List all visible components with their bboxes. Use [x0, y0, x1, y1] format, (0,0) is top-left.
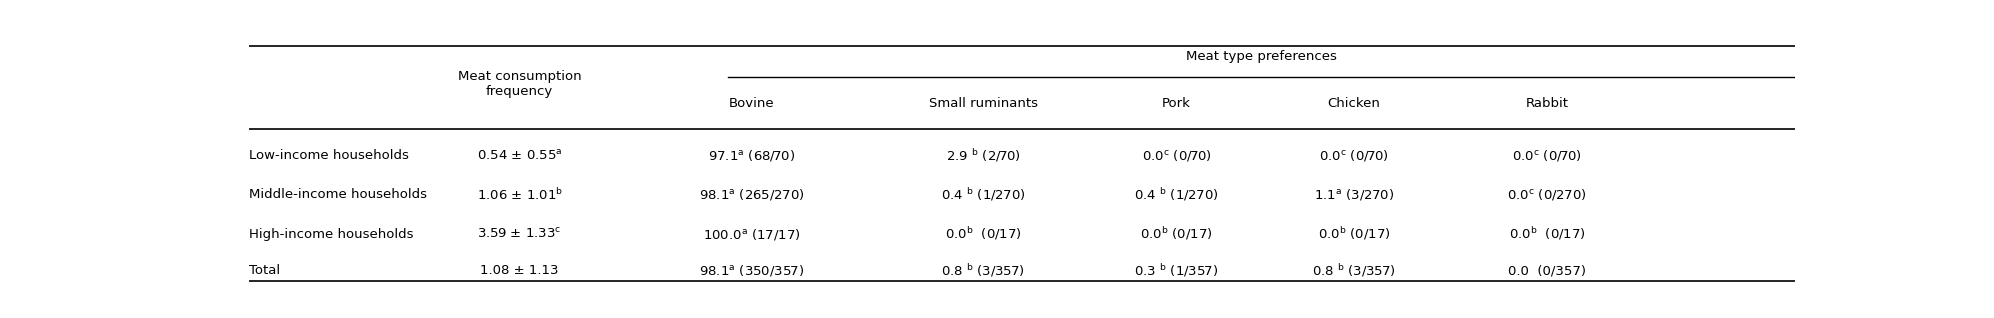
Text: 0.4 $^{\mathrm{b}}$ (1/270): 0.4 $^{\mathrm{b}}$ (1/270): [1135, 186, 1218, 203]
Text: 0.0$^{\mathrm{c}}$ (0/70): 0.0$^{\mathrm{c}}$ (0/70): [1141, 148, 1212, 163]
Text: 0.0$^{\mathrm{b}}$  (0/17): 0.0$^{\mathrm{b}}$ (0/17): [1509, 225, 1585, 243]
Text: 98.1$^{\mathrm{a}}$ (350/357): 98.1$^{\mathrm{a}}$ (350/357): [700, 263, 804, 278]
Text: Middle-income households: Middle-income households: [249, 188, 427, 201]
Text: 100.0$^{\mathrm{a}}$ (17/17): 100.0$^{\mathrm{a}}$ (17/17): [702, 226, 800, 242]
Text: 1.08 ± 1.13: 1.08 ± 1.13: [481, 264, 558, 277]
Text: 98.1$^{\mathrm{a}}$ (265/270): 98.1$^{\mathrm{a}}$ (265/270): [698, 187, 804, 202]
Text: Bovine: Bovine: [728, 97, 774, 110]
Text: 0.0$^{\mathrm{c}}$ (0/70): 0.0$^{\mathrm{c}}$ (0/70): [1320, 148, 1390, 163]
Text: Low-income households: Low-income households: [249, 149, 409, 162]
Text: 0.0  (0/357): 0.0 (0/357): [1507, 264, 1587, 277]
Text: 0.54 ± 0.55$^{\mathrm{a}}$: 0.54 ± 0.55$^{\mathrm{a}}$: [477, 149, 562, 163]
Text: 0.8 $^{\mathrm{b}}$ (3/357): 0.8 $^{\mathrm{b}}$ (3/357): [941, 262, 1025, 279]
Text: 0.0$^{\mathrm{b}}$ (0/17): 0.0$^{\mathrm{b}}$ (0/17): [1141, 225, 1212, 243]
Text: 0.0$^{\mathrm{b}}$ (0/17): 0.0$^{\mathrm{b}}$ (0/17): [1318, 225, 1390, 243]
Text: Rabbit: Rabbit: [1525, 97, 1569, 110]
Text: Total: Total: [249, 264, 281, 277]
Text: 97.1$^{\mathrm{a}}$ (68/70): 97.1$^{\mathrm{a}}$ (68/70): [708, 148, 796, 163]
Text: 0.8 $^{\mathrm{b}}$ (3/357): 0.8 $^{\mathrm{b}}$ (3/357): [1312, 262, 1396, 279]
Text: 2.9 $^{\mathrm{b}}$ (2/70): 2.9 $^{\mathrm{b}}$ (2/70): [945, 147, 1021, 164]
Text: 0.0$^{\mathrm{b}}$  (0/17): 0.0$^{\mathrm{b}}$ (0/17): [945, 225, 1021, 243]
Text: Pork: Pork: [1163, 97, 1190, 110]
Text: Meat consumption
frequency: Meat consumption frequency: [459, 70, 582, 98]
Text: 3.59 ± 1.33$^{\mathrm{c}}$: 3.59 ± 1.33$^{\mathrm{c}}$: [477, 227, 562, 241]
Text: Small ruminants: Small ruminants: [929, 97, 1037, 110]
Text: High-income households: High-income households: [249, 228, 413, 240]
Text: Meat type preferences: Meat type preferences: [1186, 50, 1336, 63]
Text: 0.4 $^{\mathrm{b}}$ (1/270): 0.4 $^{\mathrm{b}}$ (1/270): [941, 186, 1025, 203]
Text: 0.0$^{\mathrm{c}}$ (0/70): 0.0$^{\mathrm{c}}$ (0/70): [1511, 148, 1583, 163]
Text: 1.06 ± 1.01$^{\mathrm{b}}$: 1.06 ± 1.01$^{\mathrm{b}}$: [477, 187, 562, 203]
Text: 0.3 $^{\mathrm{b}}$ (1/357): 0.3 $^{\mathrm{b}}$ (1/357): [1135, 262, 1218, 279]
Text: 0.0$^{\mathrm{c}}$ (0/270): 0.0$^{\mathrm{c}}$ (0/270): [1507, 187, 1587, 202]
Text: Chicken: Chicken: [1328, 97, 1380, 110]
Text: 1.1$^{\mathrm{a}}$ (3/270): 1.1$^{\mathrm{a}}$ (3/270): [1314, 187, 1394, 202]
